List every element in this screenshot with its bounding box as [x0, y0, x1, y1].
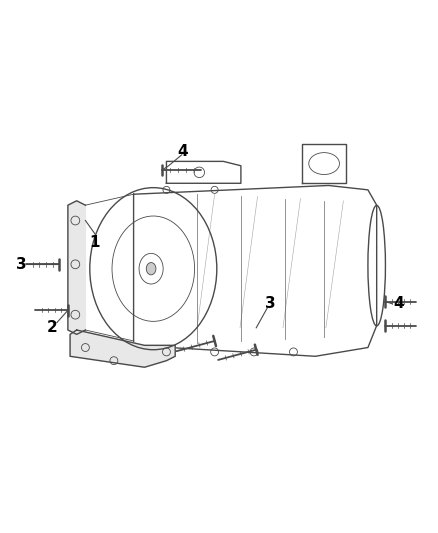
Text: 1: 1	[89, 235, 99, 250]
Text: 3: 3	[265, 296, 276, 311]
Ellipse shape	[146, 263, 156, 275]
Text: 4: 4	[178, 144, 188, 159]
Polygon shape	[68, 201, 85, 334]
Polygon shape	[70, 330, 175, 367]
Text: 2: 2	[46, 320, 57, 335]
Text: 4: 4	[393, 296, 404, 311]
Text: 3: 3	[16, 257, 26, 272]
